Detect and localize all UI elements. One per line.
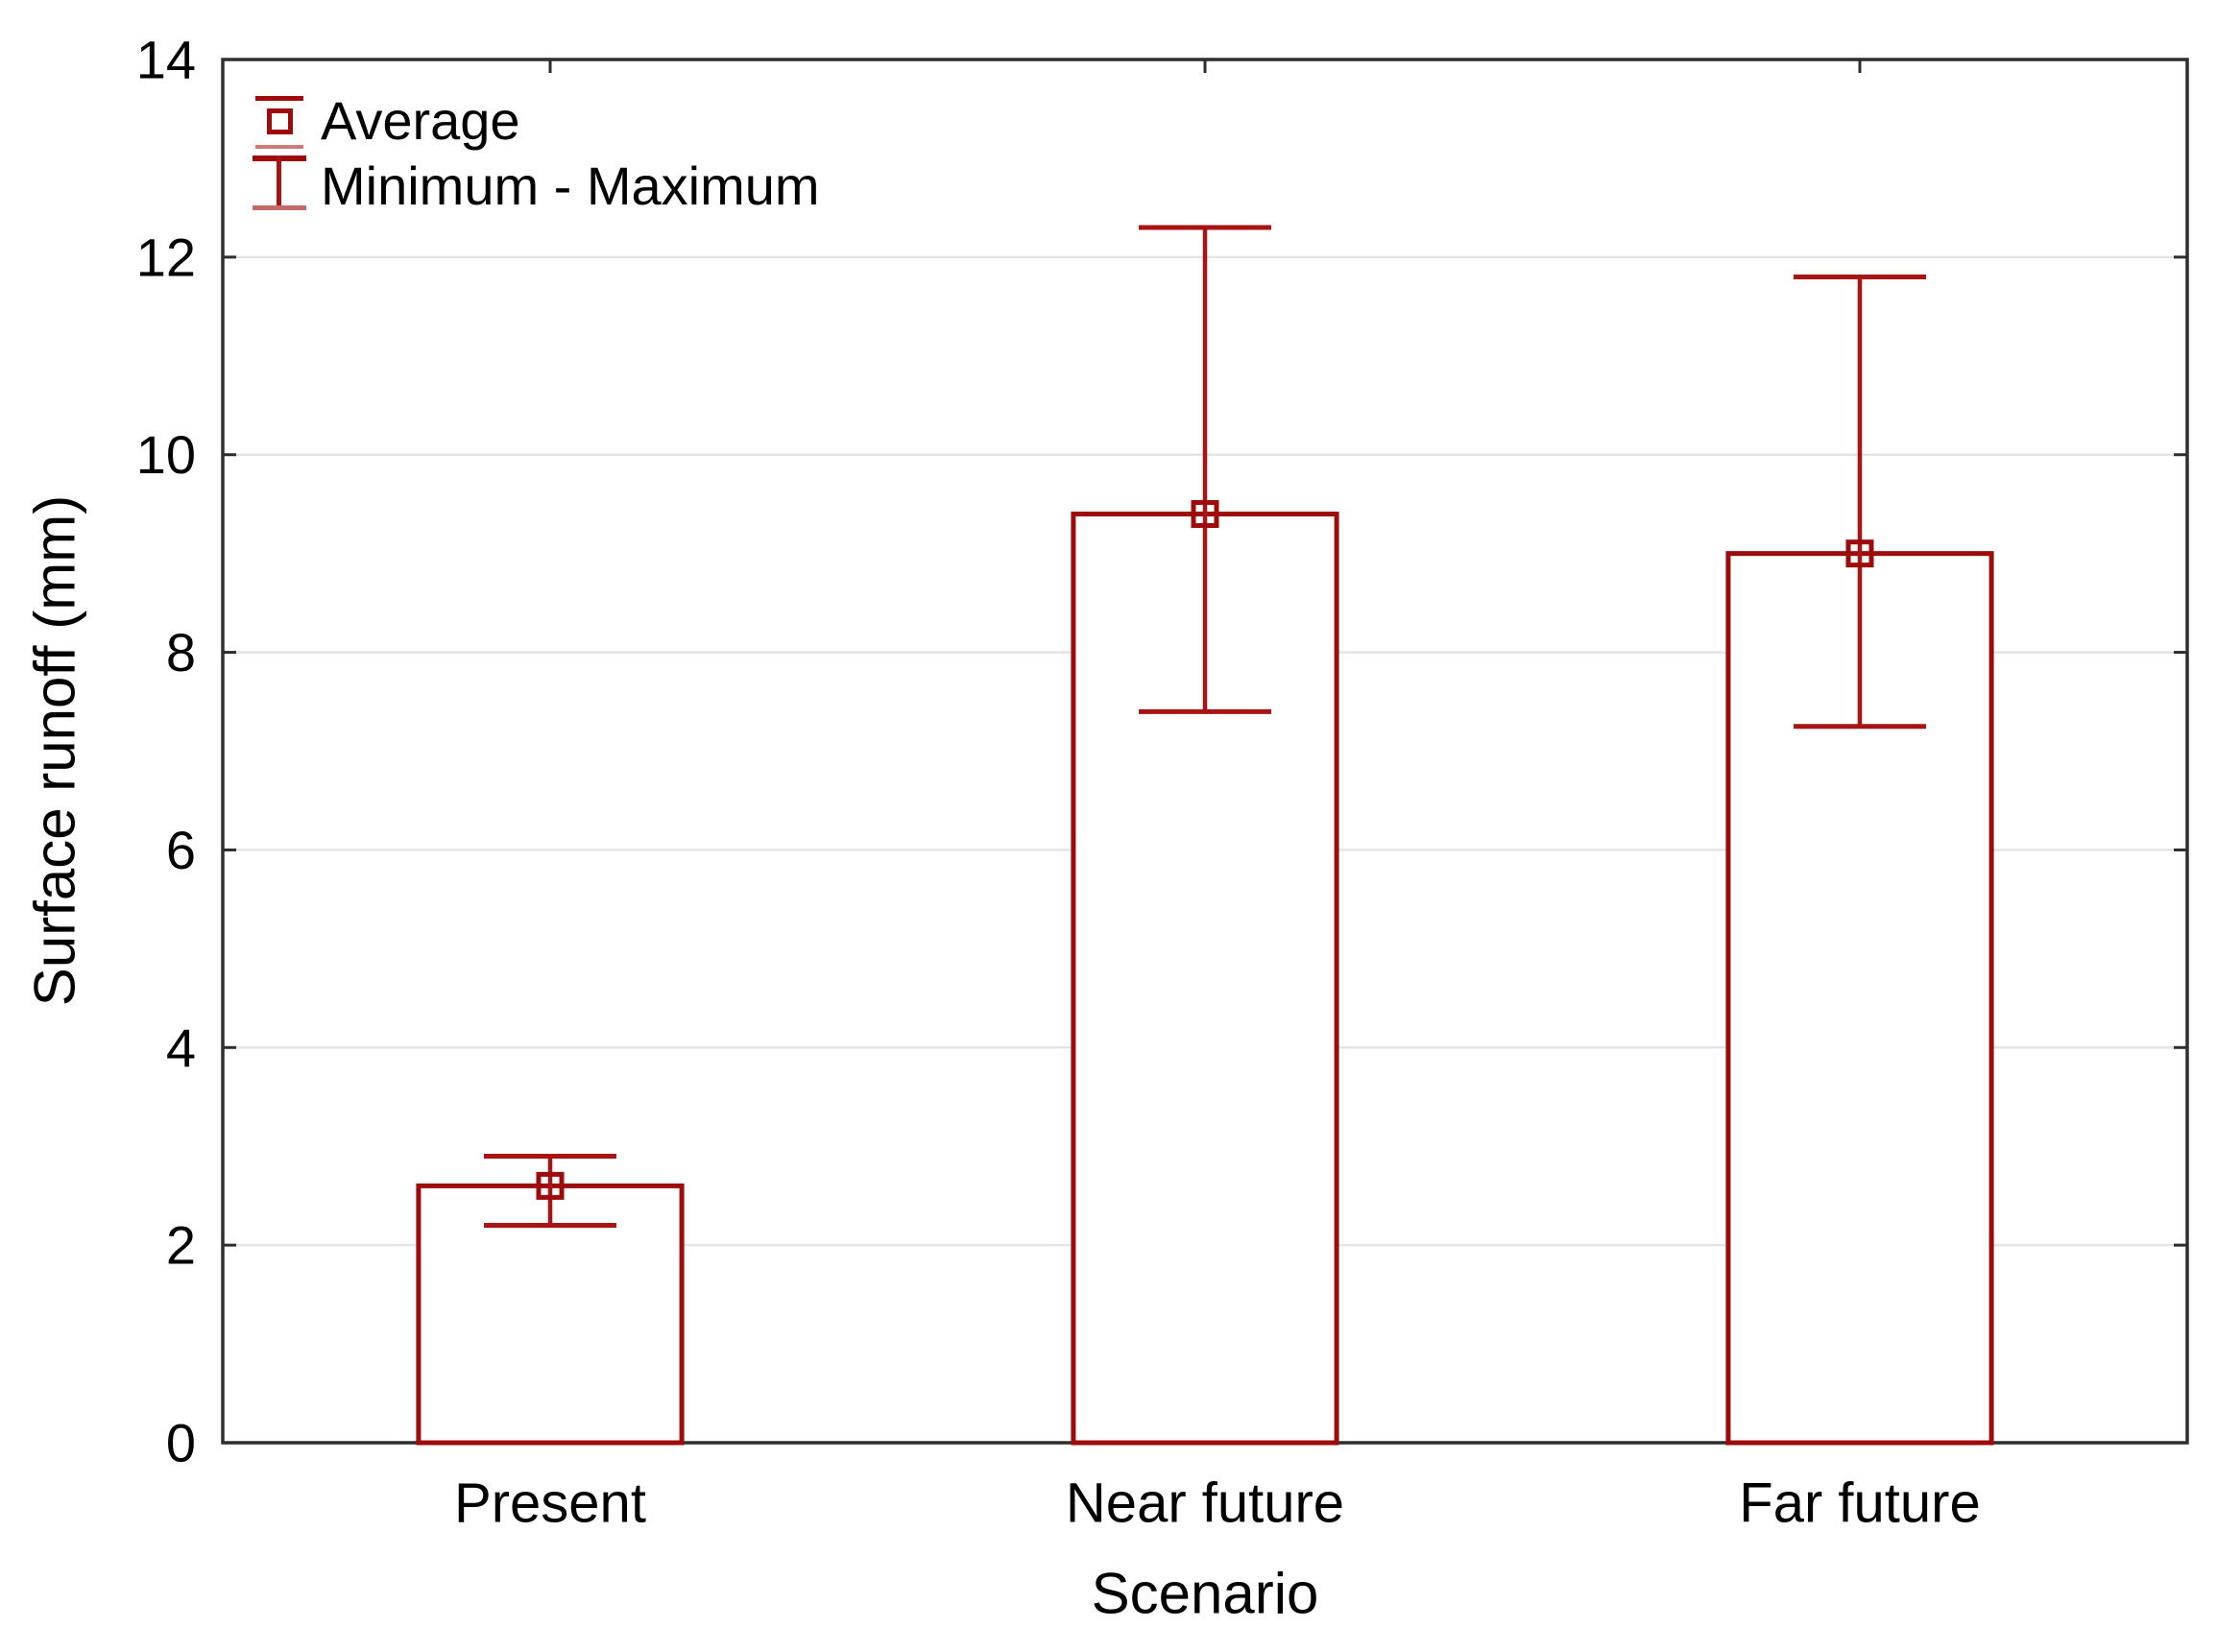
x-category-label: Far future <box>1739 1472 1980 1535</box>
average-marker <box>1845 539 1874 568</box>
average-icon-top-line <box>255 96 303 101</box>
y-tick-label: 4 <box>166 1018 196 1078</box>
min-max-whisker-icon <box>252 154 307 219</box>
legend-label-average: Average <box>321 90 520 151</box>
y-tick-label: 0 <box>166 1413 196 1473</box>
y-tick-label: 2 <box>166 1215 196 1276</box>
average-marker <box>1191 499 1219 528</box>
y-tick-label: 6 <box>166 820 196 880</box>
whisker-icon-bottom-cap <box>253 205 306 210</box>
y-tick-label: 8 <box>166 622 196 682</box>
y-axis-title: Surface runoff (mm) <box>22 494 87 1007</box>
x-category-label: Present <box>454 1472 646 1535</box>
y-tick-label: 12 <box>136 227 196 287</box>
x-axis-title: Scenario <box>1091 1561 1319 1626</box>
chart-legend: Average Minimum - Maximum <box>252 88 820 219</box>
y-tick-label: 14 <box>136 30 196 90</box>
whisker-icon-stem <box>277 156 281 205</box>
average-icon-square <box>267 108 293 134</box>
y-tick-label: 10 <box>136 424 196 485</box>
legend-label-minmax: Minimum - Maximum <box>321 156 820 216</box>
x-category-label: Near future <box>1066 1472 1344 1535</box>
average-marker-icon <box>252 88 307 154</box>
average-marker <box>536 1171 565 1200</box>
legend-item-minmax: Minimum - Maximum <box>252 154 820 219</box>
bar <box>416 1183 685 1446</box>
average-icon-bottom-line <box>255 145 303 149</box>
legend-item-average: Average <box>252 88 820 154</box>
